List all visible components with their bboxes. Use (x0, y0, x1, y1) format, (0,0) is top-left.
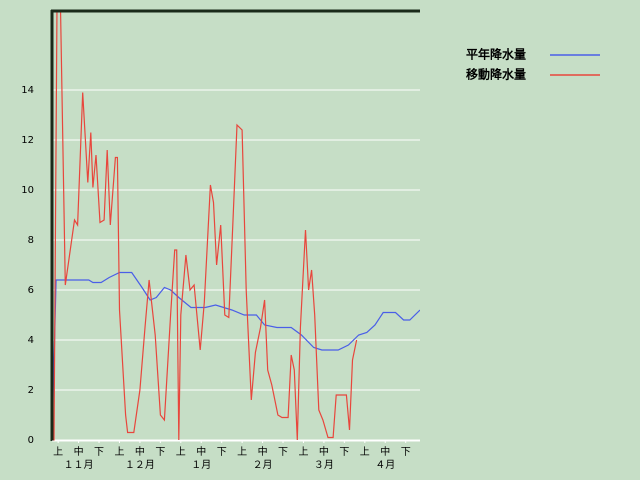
x-tick-label: 上 (53, 446, 63, 458)
y-tick-label: 14 (21, 85, 34, 96)
y-tick-label: 4 (28, 335, 34, 346)
series-line (52, 10, 358, 441)
x-tick-label: 中 (135, 445, 145, 458)
x-group-label: １２月 (125, 459, 155, 471)
x-tick-label: 中 (380, 445, 390, 458)
grid (52, 89, 420, 441)
x-tick-label: 中 (258, 445, 268, 458)
x-group-label: ４月 (375, 459, 395, 471)
plot (52, 10, 420, 441)
y-tick-label: 8 (28, 235, 34, 246)
legend-label: 平年降水量 (466, 47, 526, 62)
y-tick-label: 2 (28, 385, 34, 396)
x-tick-label: 下 (217, 447, 227, 458)
x-tick-label: 中 (196, 445, 206, 458)
x-group-label: １１月 (64, 459, 94, 471)
y-tick-label: 12 (21, 135, 34, 146)
y-tick-label: 0 (28, 435, 34, 446)
labels: 02468101214上中下上中下上中下上中下上中下上中下１１月 １２月 １月 ２月 ３… (21, 47, 600, 471)
y-tick-label: 6 (28, 285, 34, 296)
x-tick-label: 上 (114, 446, 124, 458)
x-tick-label: 上 (360, 446, 370, 458)
x-tick-label: 下 (155, 447, 165, 458)
x-group-label: １月 (191, 459, 211, 471)
x-tick-label: 上 (298, 446, 308, 458)
x-tick-label: 中 (74, 445, 84, 458)
x-group-label: ３月 (314, 459, 334, 471)
legend-label: 移動降水量 (466, 67, 526, 82)
x-tick-label: 下 (94, 447, 104, 458)
x-tick-label: 上 (176, 446, 186, 458)
x-tick-label: 上 (237, 446, 247, 458)
x-tick-label: 中 (319, 445, 329, 458)
x-tick-label: 下 (401, 447, 411, 458)
y-tick-label: 10 (21, 185, 34, 196)
x-tick-label: 下 (278, 447, 288, 458)
x-tick-label: 下 (339, 447, 349, 458)
series-line (52, 271, 420, 441)
x-group-label: ２月 (253, 459, 273, 471)
